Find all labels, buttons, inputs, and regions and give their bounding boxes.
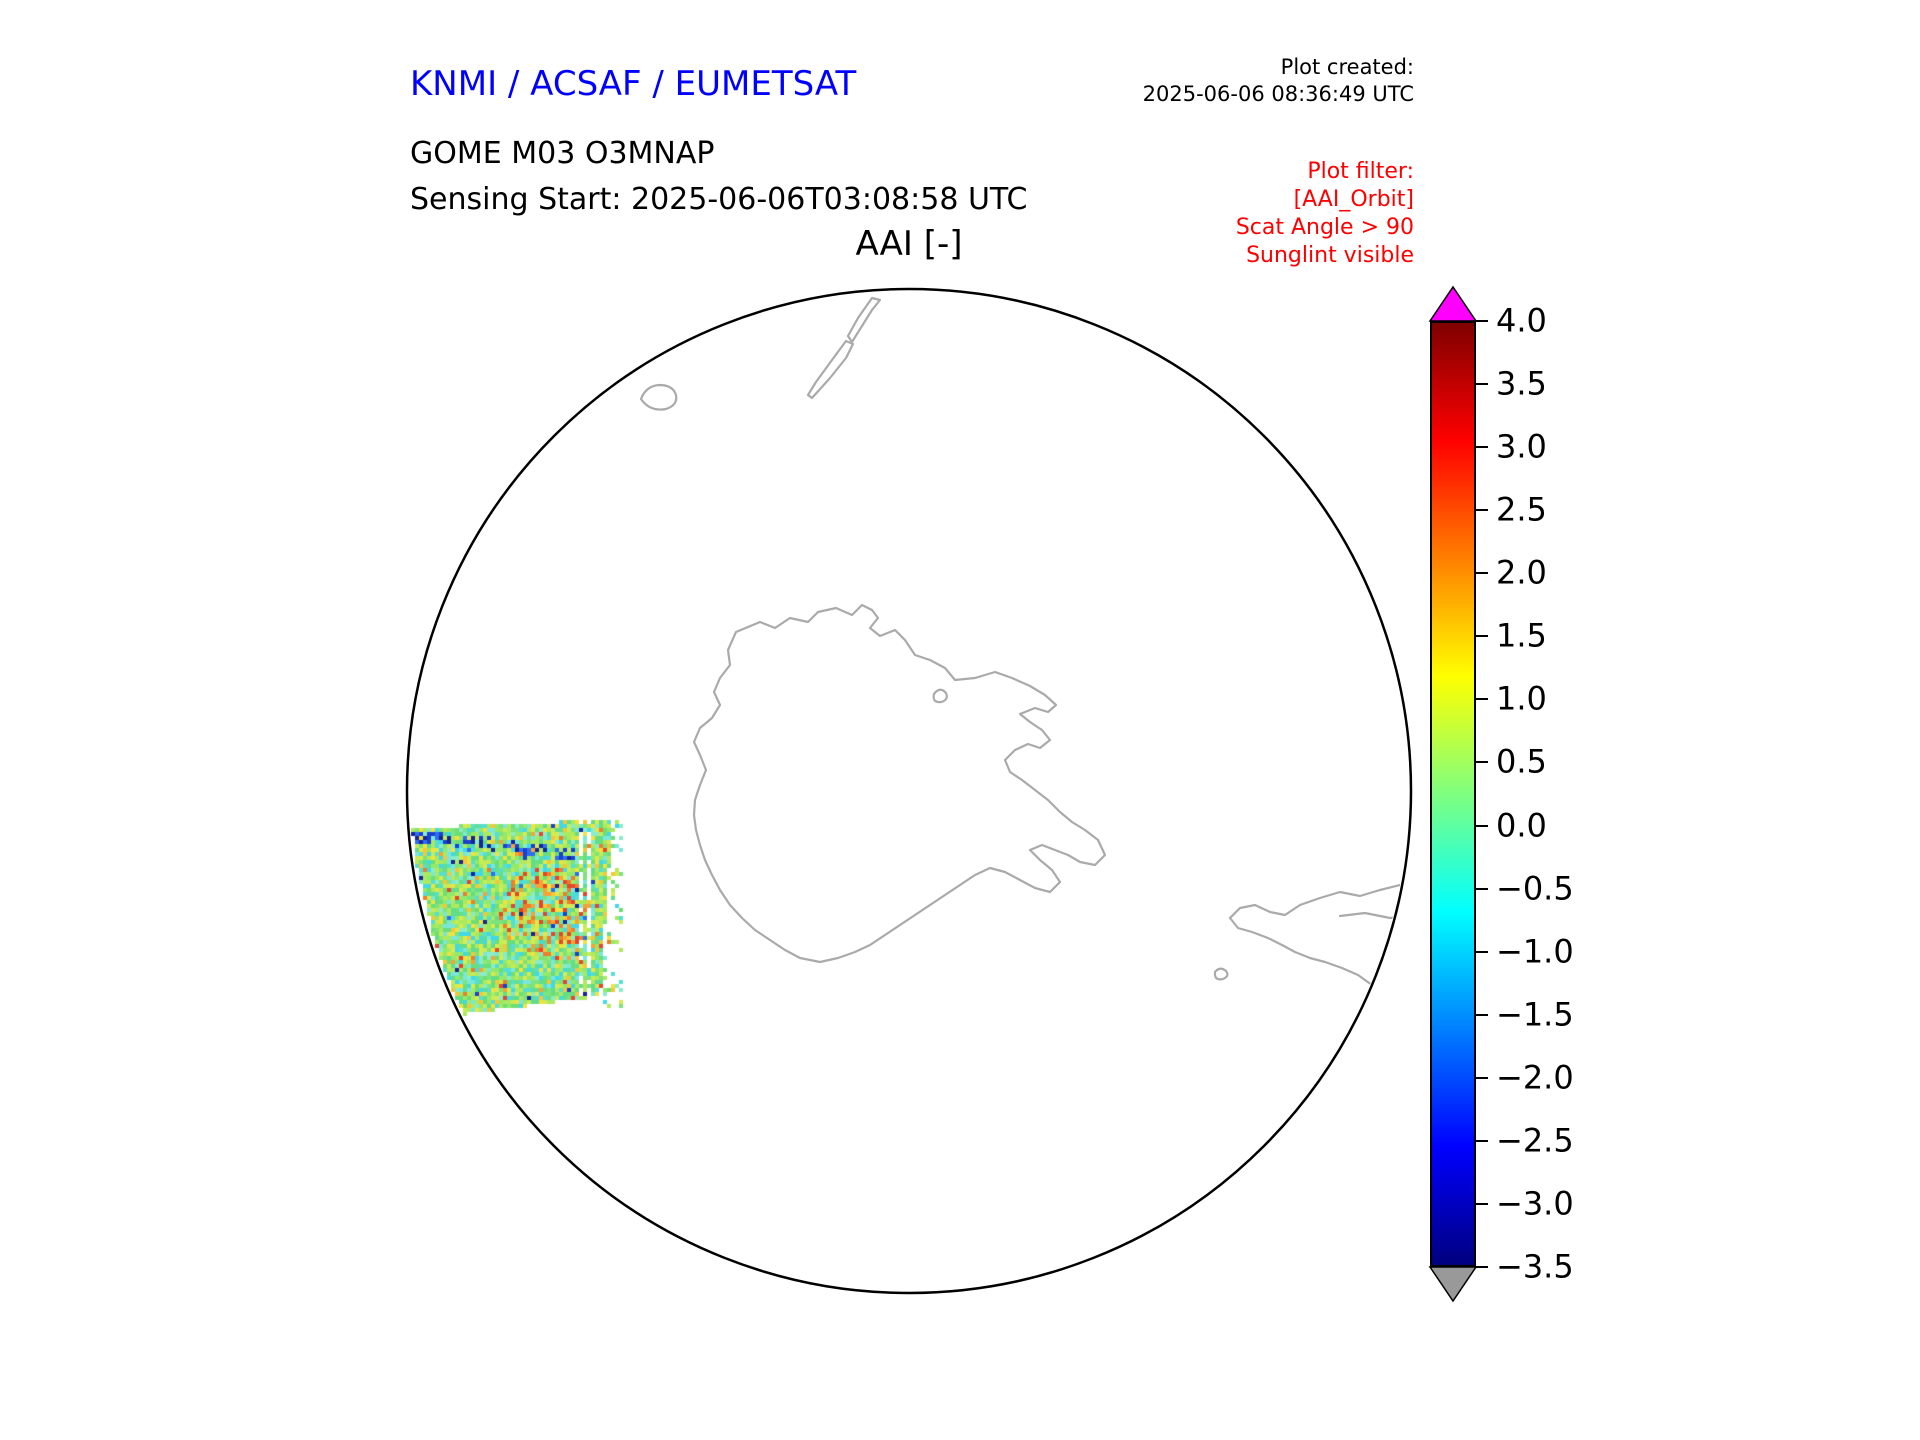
coastline-new-zealand-south (806, 339, 855, 400)
plot-filter-line: Scat Angle > 90 (1235, 215, 1414, 241)
coastline-tasmania (639, 383, 678, 411)
plot-created-block: Plot created: 2025-06-06 08:36:49 UTC (1143, 54, 1414, 109)
coastline-small-island (1213, 967, 1229, 981)
coastline-antarctica (692, 603, 1107, 964)
plot-filter-line: Plot filter: (1307, 159, 1414, 184)
sensing-start-line: Sensing Start: 2025-06-06T03:08:58 UTC (410, 182, 1028, 217)
coastline-antarctic-islet (932, 688, 948, 704)
coastline-tierra-del-fuego-segment (1338, 911, 1409, 920)
plot-title: AAI [-] (855, 224, 963, 264)
colorbar-under-arrow (1428, 1266, 1478, 1303)
colorbar-gradient (1430, 321, 1476, 1267)
plot-filter-line: Sunglint visible (1246, 243, 1414, 269)
coastline-new-zealand-north (846, 296, 882, 344)
plot-created-value: 2025-06-06 08:36:49 UTC (1142, 82, 1414, 107)
map-boundary-circle (405, 287, 1413, 1295)
agency-title: KNMI / ACSAF / EUMETSAT (410, 64, 857, 104)
plot-filter-block: Plot filter: [AAI_Orbit] Scat Angle > 90… (1236, 158, 1414, 271)
aai-swath-canvas (395, 812, 627, 1026)
product-title: GOME M03 O3MNAP (410, 136, 715, 171)
plot-filter-line: [AAI_Orbit] (1293, 187, 1414, 213)
colorbar-over-arrow (1428, 285, 1478, 322)
plot-created-label: Plot created: (1280, 55, 1414, 79)
coastline-south-america (1228, 880, 1409, 1028)
